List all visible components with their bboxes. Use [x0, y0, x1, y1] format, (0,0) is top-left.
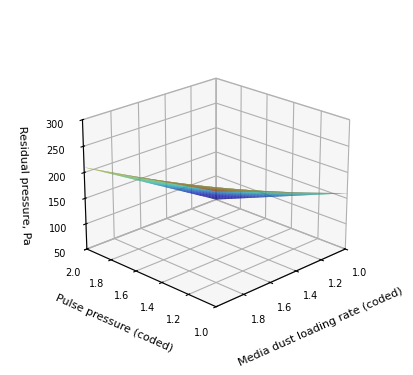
X-axis label: Media dust loading rate (coded): Media dust loading rate (coded): [236, 286, 403, 368]
Y-axis label: Pulse pressure (coded): Pulse pressure (coded): [54, 293, 174, 354]
